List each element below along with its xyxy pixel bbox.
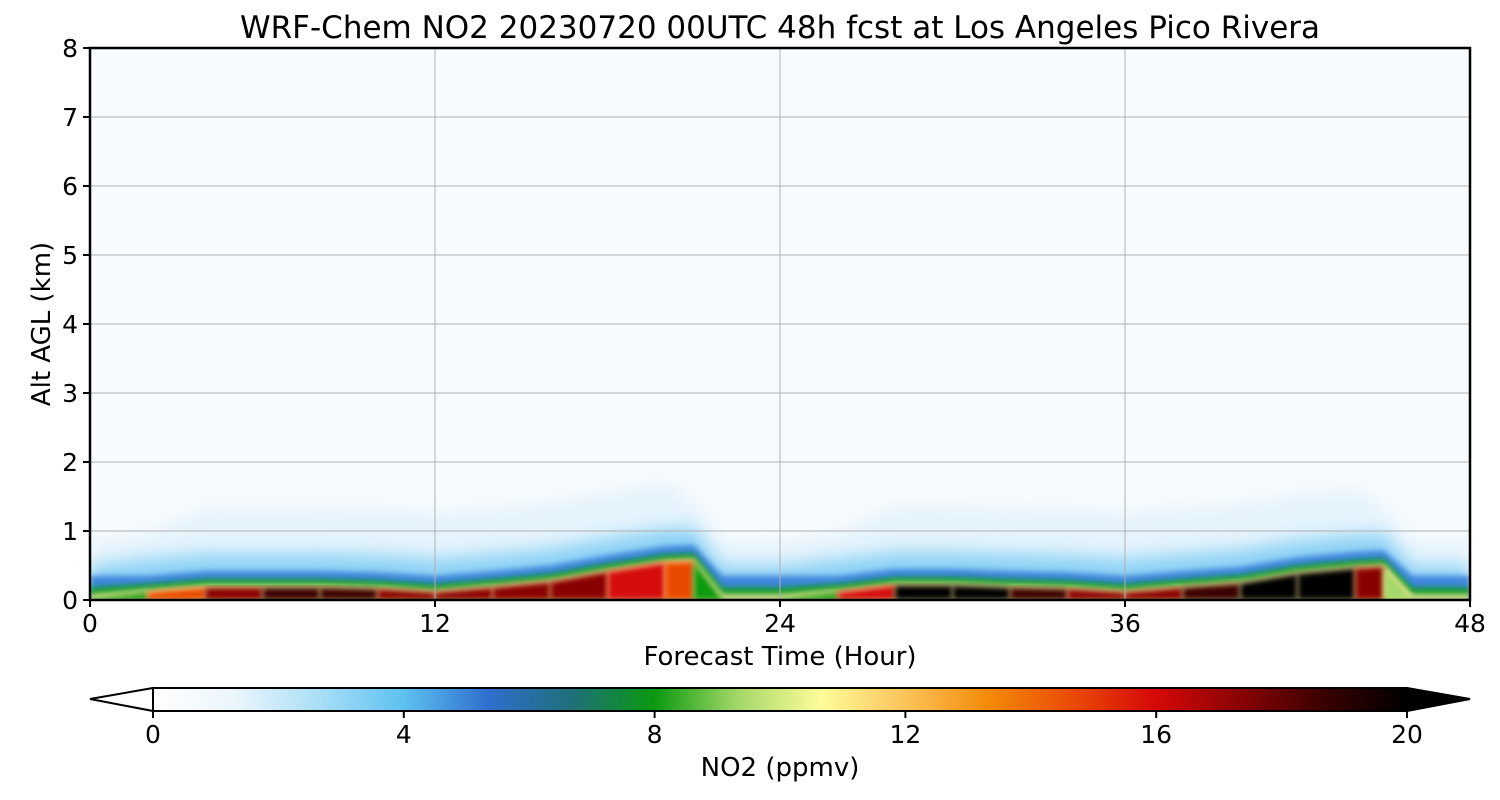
no2-core-segment (262, 587, 320, 600)
no2-core-segment (665, 561, 694, 600)
colorbar: 0 4 8 12 16 20 NO2 (ppmv) (89, 686, 1471, 783)
no2-core-segment (837, 585, 895, 600)
x-tick-label: 12 (419, 609, 451, 638)
colorbar-extend-low (89, 686, 154, 713)
colorbar-tick-label: 12 (889, 720, 921, 749)
no2-core-segment (90, 592, 148, 600)
no2-core-segment (1182, 583, 1240, 600)
no2-core-segment (377, 588, 435, 600)
colorbar-tick-label: 4 (396, 720, 412, 749)
chart-title: WRF-Chem NO2 20230720 00UTC 48h fcst at … (240, 10, 1320, 46)
no2-core-segment (895, 585, 953, 600)
no2-core-segment (1067, 588, 1125, 600)
x-tick-label: 0 (82, 609, 98, 638)
y-tick-label: 0 (62, 586, 78, 615)
colorbar-ticks: 0 4 8 12 16 20 (145, 711, 1423, 749)
no2-core-segment (607, 562, 665, 600)
colorbar-tick-label: 0 (145, 720, 161, 749)
grid (90, 48, 1470, 600)
colorbar-tick-label: 16 (1140, 720, 1172, 749)
y-axis: 0 1 2 3 4 5 6 7 8 (62, 34, 90, 615)
no2-core-segment (435, 587, 493, 600)
y-tick-label: 2 (62, 448, 78, 477)
no2-core-segment (780, 592, 838, 600)
x-axis-label: Forecast Time (Hour) (643, 642, 916, 672)
y-tick-label: 6 (62, 172, 78, 201)
y-axis-label: Alt AGL (km) (27, 242, 57, 406)
no2-core-segment (1010, 587, 1068, 600)
no2-core-segment (1383, 566, 1413, 600)
y-tick-label: 1 (62, 517, 78, 546)
colorbar-label: NO2 (ppmv) (701, 753, 860, 783)
y-tick-label: 5 (62, 241, 78, 270)
y-tick-label: 8 (62, 34, 78, 63)
colorbar-extend-high (1406, 686, 1471, 713)
x-tick-label: 36 (1109, 609, 1141, 638)
no2-core-segment (1355, 566, 1384, 600)
x-tick-label: 24 (764, 609, 796, 638)
colorbar-tick-label: 8 (647, 720, 663, 749)
plot-area (88, 46, 1472, 602)
x-axis: 0 12 24 36 48 (82, 600, 1486, 638)
no2-core-segment (1297, 568, 1355, 600)
no2-core-segment (693, 561, 723, 600)
no2-core-segment (1125, 587, 1183, 600)
y-tick-label: 3 (62, 379, 78, 408)
y-tick-label: 7 (62, 103, 78, 132)
colorbar-body (152, 687, 1408, 712)
no2-core-segment (492, 582, 550, 600)
no2-core-segment (320, 587, 378, 600)
no2-core-segment (147, 587, 205, 600)
no2-core-segment (205, 587, 263, 600)
x-tick-label: 48 (1454, 609, 1486, 638)
colorbar-tick-label: 20 (1391, 720, 1423, 749)
no2-core-segment (952, 585, 1010, 600)
no2-core-segment (550, 571, 608, 600)
no2-core-segment (1240, 573, 1298, 600)
y-tick-label: 4 (62, 310, 78, 339)
